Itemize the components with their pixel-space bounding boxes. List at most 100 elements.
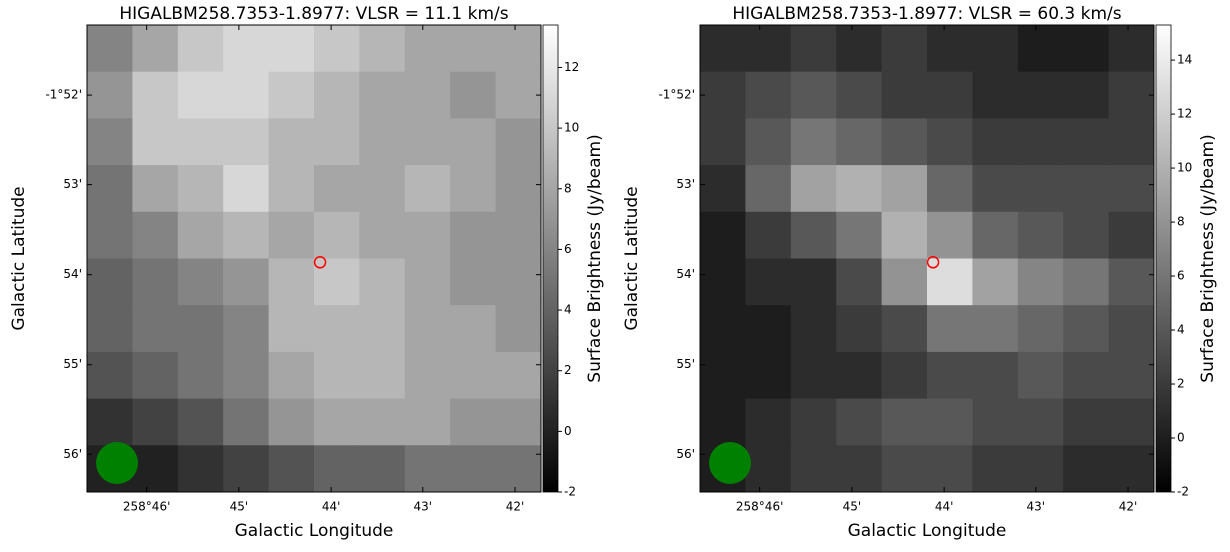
heat-cell bbox=[359, 445, 406, 493]
heat-cell bbox=[268, 445, 315, 493]
heat-cell bbox=[700, 258, 746, 306]
heat-cell bbox=[314, 25, 360, 73]
heat-cell bbox=[1017, 211, 1064, 259]
heat-cell bbox=[450, 398, 497, 446]
heat-cell bbox=[1063, 445, 1110, 493]
heat-cell bbox=[450, 445, 497, 493]
heat-cell bbox=[495, 258, 542, 306]
heat-cell bbox=[1017, 118, 1064, 166]
colorbar-tick-label: 4 bbox=[564, 303, 572, 317]
colorbar-label: Surface Brightness (Jy/beam) bbox=[585, 134, 605, 382]
heat-cell bbox=[745, 351, 792, 400]
x-tick-label: 258°46' bbox=[123, 500, 170, 514]
heat-cell bbox=[927, 258, 973, 306]
heat-cell bbox=[1063, 71, 1110, 119]
y-tick-label: 53' bbox=[63, 177, 82, 191]
heat-cell bbox=[790, 25, 837, 73]
heat-cell bbox=[927, 165, 973, 213]
colorbar-tick-label: 6 bbox=[1177, 269, 1185, 283]
heat-cell bbox=[745, 211, 792, 259]
x-tick-label: 43' bbox=[414, 500, 433, 514]
heat-cell bbox=[745, 258, 792, 306]
heat-cell bbox=[314, 71, 360, 119]
heat-cell bbox=[927, 351, 973, 400]
heat-cell bbox=[927, 118, 973, 166]
heat-cell bbox=[972, 165, 1019, 213]
heat-cell bbox=[450, 351, 497, 400]
heat-cell bbox=[790, 305, 837, 353]
heat-cell bbox=[881, 258, 928, 306]
colorbar bbox=[542, 24, 559, 493]
heat-cell bbox=[268, 305, 315, 353]
colorbar-tick-label: 0 bbox=[564, 424, 572, 438]
heat-cell bbox=[404, 258, 451, 306]
heat-cell bbox=[223, 305, 270, 353]
heat-cell bbox=[1063, 398, 1110, 446]
heat-cell bbox=[404, 211, 451, 259]
heat-cell bbox=[177, 445, 224, 493]
heat-cell bbox=[790, 118, 837, 166]
heat-cell bbox=[359, 71, 406, 119]
plot-frame bbox=[86, 24, 542, 493]
heat-cell bbox=[1108, 398, 1155, 446]
heat-cell bbox=[495, 351, 542, 400]
y-tick-label: 56' bbox=[63, 447, 82, 461]
x-tick-label: 45' bbox=[230, 500, 249, 514]
heat-cell bbox=[1108, 165, 1155, 213]
heat-cell bbox=[495, 398, 542, 446]
heat-cell bbox=[87, 118, 133, 166]
heat-cell bbox=[836, 118, 883, 166]
heat-cell bbox=[87, 305, 133, 353]
heat-cell bbox=[745, 71, 792, 119]
heat-cell bbox=[495, 305, 542, 353]
y-tick-label: 54' bbox=[676, 267, 695, 281]
heat-cell bbox=[87, 211, 133, 259]
heat-cell bbox=[1108, 118, 1155, 166]
heat-cell bbox=[268, 25, 315, 73]
y-tick-label: 54' bbox=[63, 267, 82, 281]
heat-cell bbox=[268, 211, 315, 259]
heat-cell bbox=[700, 351, 746, 400]
y-tick-label: 53' bbox=[676, 177, 695, 191]
heat-cell bbox=[404, 351, 451, 400]
heat-cell bbox=[223, 118, 270, 166]
heat-cell bbox=[404, 305, 451, 353]
heat-cell bbox=[881, 118, 928, 166]
heat-cell bbox=[495, 25, 542, 73]
heat-cell bbox=[790, 71, 837, 119]
heat-cell bbox=[223, 398, 270, 446]
heat-cell bbox=[972, 258, 1019, 306]
x-tick-label: 258°46' bbox=[736, 500, 783, 514]
heat-cell bbox=[177, 351, 224, 400]
colorbar-tick-label: 10 bbox=[564, 121, 579, 135]
heat-cell bbox=[359, 118, 406, 166]
heat-cell bbox=[836, 25, 883, 73]
heat-cell bbox=[359, 351, 406, 400]
heat-cell bbox=[790, 445, 837, 493]
heat-cell bbox=[790, 211, 837, 259]
heat-cell bbox=[927, 25, 973, 73]
heat-cell bbox=[881, 398, 928, 446]
heat-cell bbox=[404, 25, 451, 73]
heat-cell bbox=[1017, 305, 1064, 353]
heat-cell bbox=[1017, 25, 1064, 73]
colorbar-tick-label: 12 bbox=[564, 60, 579, 74]
heat-cell bbox=[177, 305, 224, 353]
heat-cell bbox=[790, 398, 837, 446]
heat-cell bbox=[177, 118, 224, 166]
x-axis-label: Galactic Longitude bbox=[848, 521, 1007, 541]
x-tick-label: 42' bbox=[506, 500, 525, 514]
heat-cell bbox=[1063, 305, 1110, 353]
y-axis-label: Galactic Latitude bbox=[9, 186, 29, 330]
heat-cell bbox=[359, 258, 406, 306]
heat-cell bbox=[1108, 445, 1155, 493]
heat-cell bbox=[223, 165, 270, 213]
colorbar-tick-label: 0 bbox=[1177, 431, 1185, 445]
heat-cell bbox=[836, 71, 883, 119]
colorbar-tick-label: 8 bbox=[1177, 215, 1185, 229]
heat-cell bbox=[177, 398, 224, 446]
colorbar-tick-label: 14 bbox=[1177, 53, 1192, 67]
heat-cell bbox=[927, 305, 973, 353]
heat-cell bbox=[700, 165, 746, 213]
colorbar-tick-label: -2 bbox=[564, 485, 576, 499]
